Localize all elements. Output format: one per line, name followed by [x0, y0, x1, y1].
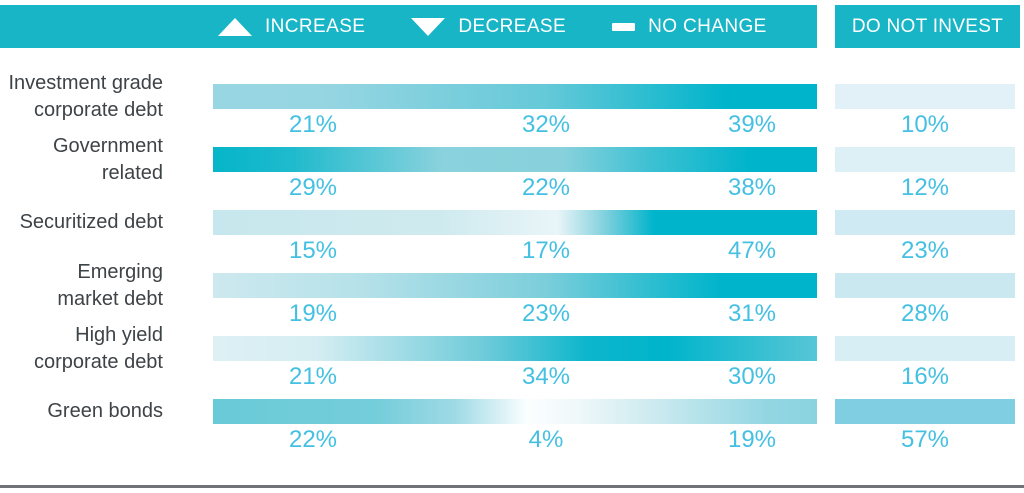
- do-not-invest-value: 10%: [900, 111, 950, 138]
- category-label: Green bonds: [47, 400, 163, 422]
- chart-row-securitized-debt: Securitized debt 15% 17% 47% 23%: [0, 210, 1024, 273]
- chart-row-emerging-market-debt: Emerging market debt 19% 23% 31% 28%: [0, 260, 1024, 336]
- category-label: Government related: [52, 134, 163, 184]
- increase-value: 21%: [288, 111, 338, 138]
- sentiment-gradient-bar: [213, 399, 817, 424]
- do-not-invest-header: DO NOT INVEST: [835, 5, 1020, 48]
- increase-value: 29%: [288, 174, 338, 201]
- no-change-value: 38%: [727, 174, 777, 201]
- dash-icon: [612, 22, 636, 31]
- sentiment-gradient-bar: [213, 147, 817, 172]
- no-change-value: 47%: [727, 237, 777, 264]
- sentiment-gradient-bar: [213, 336, 817, 361]
- sentiment-gradient-bar: [213, 84, 817, 109]
- chart-row-green-bonds: Green bonds 22% 4% 19% 57%: [0, 399, 1024, 462]
- legend-item-increase: INCREASE: [218, 16, 365, 38]
- decrease-value: 22%: [521, 174, 571, 201]
- no-change-value: 31%: [727, 300, 777, 327]
- no-change-value: 39%: [727, 111, 777, 138]
- category-label: High yield corporate debt: [34, 323, 163, 373]
- do-not-invest-bar: [835, 399, 1015, 424]
- do-not-invest-bar: [835, 210, 1015, 235]
- legend-header: INCREASE DECREASE NO CHANGE DO NOT INVES…: [0, 5, 1024, 48]
- category-label: Emerging market debt: [57, 260, 163, 310]
- decrease-value: 23%: [521, 300, 571, 327]
- chart-row-government-related: Government related 29% 22% 38% 12%: [0, 134, 1024, 210]
- legend-label-no-change: NO CHANGE: [648, 15, 767, 37]
- category-label: Securitized debt: [19, 211, 163, 233]
- legend-item-decrease: DECREASE: [411, 16, 566, 38]
- legend-item-no-change: NO CHANGE: [612, 16, 767, 38]
- decrease-value: 34%: [521, 363, 571, 390]
- chart-row-high-yield: High yield corporate debt 21% 34% 30% 16…: [0, 323, 1024, 399]
- legend-label-decrease: DECREASE: [458, 15, 567, 37]
- do-not-invest-value: 12%: [900, 174, 950, 201]
- triangle-up-icon: [218, 17, 252, 36]
- sentiment-gradient-bar: [213, 273, 817, 298]
- decrease-value: 4%: [528, 426, 564, 453]
- category-label: Investment grade corporate debt: [8, 71, 163, 121]
- do-not-invest-value: 28%: [900, 300, 950, 327]
- do-not-invest-bar: [835, 84, 1015, 109]
- increase-value: 15%: [288, 237, 338, 264]
- increase-value: 19%: [288, 300, 338, 327]
- do-not-invest-value: 23%: [900, 237, 950, 264]
- legend-bar: INCREASE DECREASE NO CHANGE: [0, 5, 817, 48]
- do-not-invest-bar: [835, 147, 1015, 172]
- bottom-rule: [0, 485, 1024, 488]
- decrease-value: 32%: [521, 111, 571, 138]
- do-not-invest-bar: [835, 336, 1015, 361]
- sentiment-gradient-bar: [213, 210, 817, 235]
- no-change-value: 30%: [727, 363, 777, 390]
- do-not-invest-bar: [835, 273, 1015, 298]
- chart-row-investment-grade: Investment grade corporate debt 21% 32% …: [0, 71, 1024, 147]
- decrease-value: 17%: [521, 237, 571, 264]
- triangle-down-icon: [411, 17, 446, 36]
- increase-value: 21%: [288, 363, 338, 390]
- increase-value: 22%: [288, 426, 338, 453]
- do-not-invest-value: 16%: [900, 363, 950, 390]
- legend-label-increase: INCREASE: [265, 15, 366, 37]
- do-not-invest-value: 57%: [900, 426, 950, 453]
- chart-body: Investment grade corporate debt 21% 32% …: [0, 71, 1024, 462]
- no-change-value: 19%: [727, 426, 777, 453]
